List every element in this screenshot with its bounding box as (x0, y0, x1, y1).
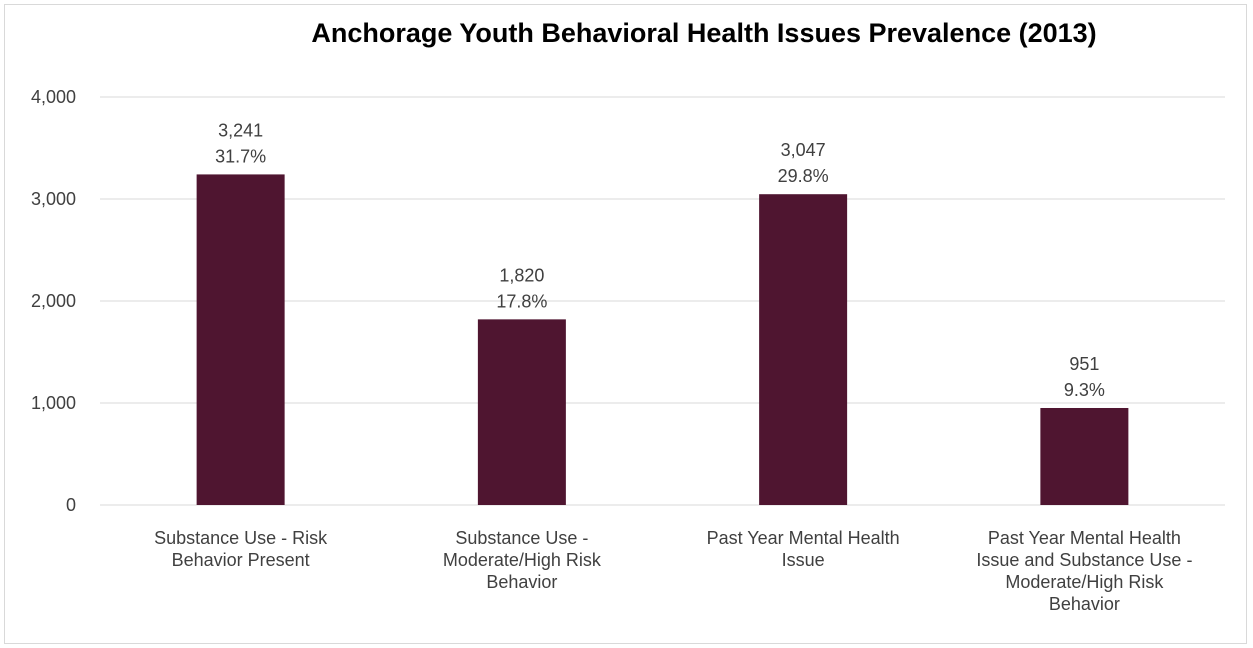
y-axis-tick-labels: 0 1,000 2,000 3,000 4,000 (31, 87, 76, 515)
y-tick-label: 3,000 (31, 189, 76, 209)
category-label: Past Year Mental Health (707, 528, 900, 548)
data-label: 951 (1069, 354, 1099, 374)
category-label: Behavior (486, 572, 557, 592)
category-label: Substance Use - (455, 528, 588, 548)
category-label: Issue and Substance Use - (976, 550, 1192, 570)
y-tick-label: 2,000 (31, 291, 76, 311)
gridlines (100, 96, 1225, 506)
data-label: 3,241 (218, 120, 263, 140)
category-label: Moderate/High Risk (1005, 572, 1164, 592)
data-label: 29.8% (778, 166, 829, 186)
category-label: Substance Use - Risk (154, 528, 328, 548)
data-labels: 3,241 31.7% 1,820 17.8% 3,047 29.8% 951 9.3% (215, 120, 1105, 400)
data-label: 31.7% (215, 146, 266, 166)
chart-title: Anchorage Youth Behavioral Health Issues… (311, 18, 1096, 48)
category-label: Behavior Present (172, 550, 310, 570)
bar (759, 194, 848, 505)
y-tick-label: 1,000 (31, 393, 76, 413)
bar (477, 319, 566, 505)
data-label: 1,820 (499, 265, 544, 285)
category-label: Past Year Mental Health (988, 528, 1181, 548)
category-label: Behavior (1049, 594, 1120, 614)
y-tick-label: 0 (66, 495, 76, 515)
bar (196, 174, 285, 505)
category-label: Issue (782, 550, 825, 570)
bar (1040, 407, 1129, 505)
data-label: 17.8% (496, 291, 547, 311)
data-label: 9.3% (1064, 380, 1105, 400)
data-label: 3,047 (781, 140, 826, 160)
y-tick-label: 4,000 (31, 87, 76, 107)
category-label: Moderate/High Risk (443, 550, 602, 570)
bars (196, 174, 1129, 505)
